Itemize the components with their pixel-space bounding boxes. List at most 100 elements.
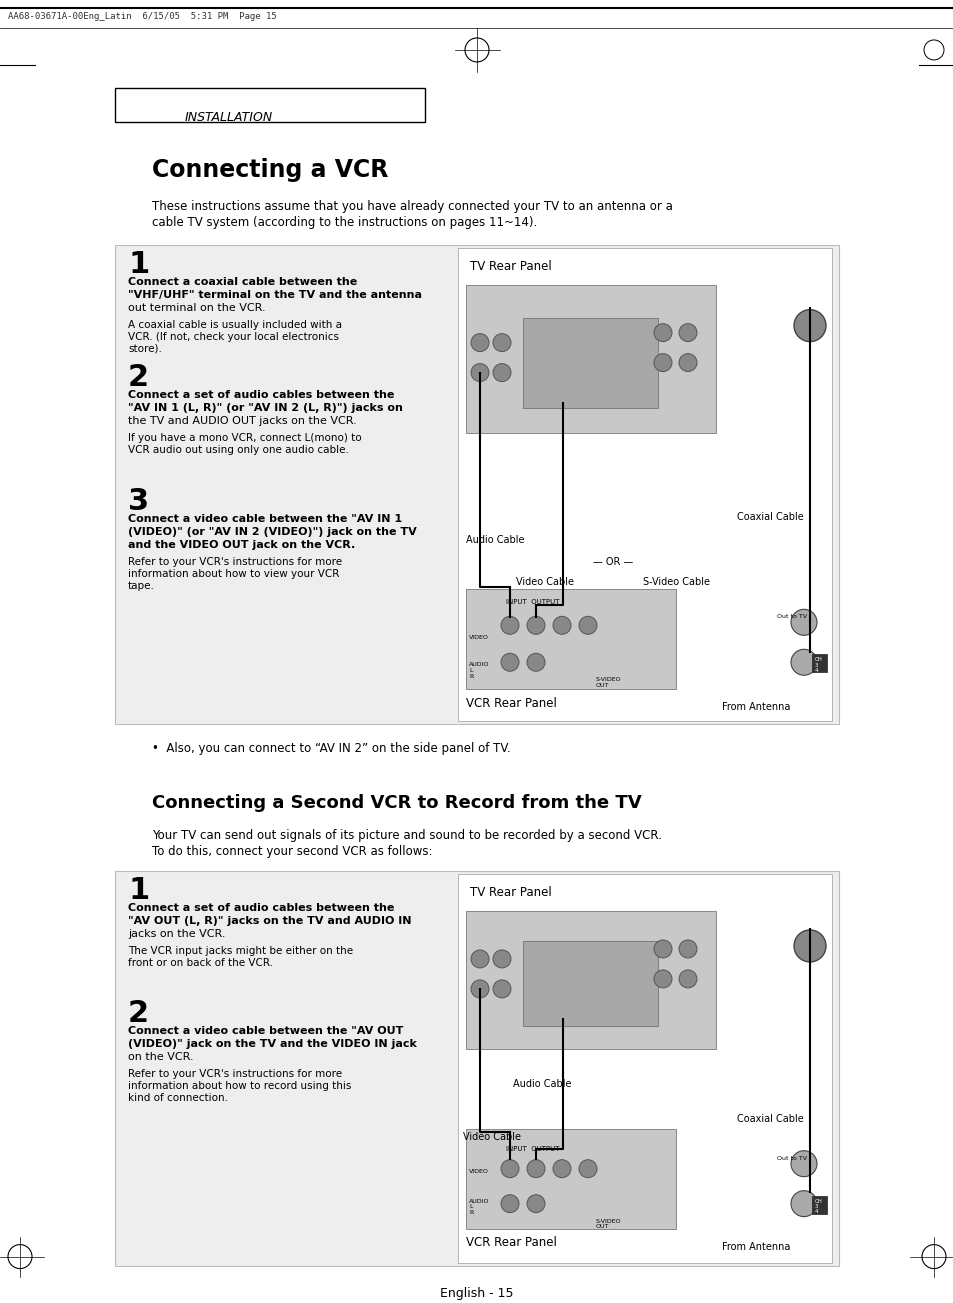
FancyBboxPatch shape	[457, 874, 831, 1263]
Text: These instructions assume that you have already connected your TV to an antenna : These instructions assume that you have …	[152, 199, 672, 212]
FancyBboxPatch shape	[465, 284, 716, 433]
Circle shape	[553, 1160, 571, 1178]
Circle shape	[654, 939, 671, 958]
Text: Refer to your VCR's instructions for more: Refer to your VCR's instructions for mor…	[128, 1068, 342, 1079]
Text: cable TV system (according to the instructions on pages 11~14).: cable TV system (according to the instru…	[152, 216, 537, 229]
FancyBboxPatch shape	[522, 318, 658, 408]
Circle shape	[790, 610, 816, 636]
Text: Out to TV: Out to TV	[776, 614, 806, 619]
Circle shape	[493, 364, 511, 382]
Text: From Antenna: From Antenna	[721, 1242, 789, 1252]
Text: S-Video Cable: S-Video Cable	[642, 577, 709, 588]
Text: 1: 1	[128, 250, 149, 279]
Text: Coaxial Cable: Coaxial Cable	[737, 1114, 803, 1123]
Circle shape	[526, 653, 544, 671]
Text: 1: 1	[128, 876, 149, 906]
Circle shape	[471, 334, 489, 352]
Circle shape	[790, 1191, 816, 1217]
Text: VIDEO: VIDEO	[469, 1169, 488, 1174]
Text: (VIDEO)" jack on the TV and the VIDEO IN jack: (VIDEO)" jack on the TV and the VIDEO IN…	[128, 1038, 416, 1049]
Circle shape	[679, 939, 697, 958]
Circle shape	[793, 930, 825, 962]
Text: Your TV can send out signals of its picture and sound to be recorded by a second: Your TV can send out signals of its pict…	[152, 829, 661, 842]
Text: the TV and AUDIO OUT jacks on the VCR.: the TV and AUDIO OUT jacks on the VCR.	[128, 416, 356, 426]
Text: 3: 3	[128, 487, 149, 516]
Circle shape	[526, 616, 544, 635]
Circle shape	[493, 980, 511, 998]
Text: AUDIO
L
R: AUDIO L R	[469, 1199, 489, 1216]
FancyBboxPatch shape	[115, 870, 838, 1265]
Circle shape	[553, 616, 571, 635]
Text: 2: 2	[128, 362, 149, 392]
Circle shape	[790, 649, 816, 675]
Text: The VCR input jacks might be either on the: The VCR input jacks might be either on t…	[128, 946, 353, 956]
Circle shape	[654, 353, 671, 371]
Text: Connecting a Second VCR to Record from the TV: Connecting a Second VCR to Record from t…	[152, 794, 641, 812]
Circle shape	[654, 323, 671, 341]
Text: Connect a set of audio cables between the: Connect a set of audio cables between th…	[128, 903, 394, 913]
Circle shape	[493, 950, 511, 968]
FancyBboxPatch shape	[465, 589, 676, 689]
Text: If you have a mono VCR, connect L(mono) to: If you have a mono VCR, connect L(mono) …	[128, 433, 361, 443]
FancyBboxPatch shape	[465, 911, 716, 1049]
Text: CH
3
4: CH 3 4	[814, 657, 822, 674]
FancyBboxPatch shape	[522, 941, 658, 1025]
Circle shape	[679, 969, 697, 988]
Text: "AV IN 1 (L, R)" (or "AV IN 2 (L, R)") jacks on: "AV IN 1 (L, R)" (or "AV IN 2 (L, R)") j…	[128, 403, 402, 413]
Text: Refer to your VCR's instructions for more: Refer to your VCR's instructions for mor…	[128, 558, 342, 567]
Text: VCR audio out using only one audio cable.: VCR audio out using only one audio cable…	[128, 444, 349, 455]
Text: tape.: tape.	[128, 581, 154, 592]
Text: VCR Rear Panel: VCR Rear Panel	[465, 1235, 557, 1248]
Text: AA68-03671A-00Eng_Latin  6/15/05  5:31 PM  Page 15: AA68-03671A-00Eng_Latin 6/15/05 5:31 PM …	[8, 12, 276, 21]
Text: AUDIO
L
R: AUDIO L R	[469, 662, 489, 679]
Text: 2: 2	[128, 999, 149, 1028]
Circle shape	[500, 1195, 518, 1213]
Text: INPUT  OUTPUT: INPUT OUTPUT	[505, 1145, 558, 1152]
Circle shape	[679, 323, 697, 341]
FancyBboxPatch shape	[115, 245, 838, 724]
Text: CH
3
4: CH 3 4	[814, 1199, 822, 1214]
Text: (VIDEO)" (or "AV IN 2 (VIDEO)") jack on the TV: (VIDEO)" (or "AV IN 2 (VIDEO)") jack on …	[128, 528, 416, 537]
Text: Connecting a VCR: Connecting a VCR	[152, 158, 388, 182]
Text: information about how to record using this: information about how to record using th…	[128, 1080, 351, 1091]
Text: TV Rear Panel: TV Rear Panel	[470, 259, 551, 272]
Text: jacks on the VCR.: jacks on the VCR.	[128, 929, 225, 939]
FancyBboxPatch shape	[811, 1196, 826, 1213]
Text: INPUT  OUTPUT: INPUT OUTPUT	[505, 599, 558, 606]
Circle shape	[500, 616, 518, 635]
Text: VCR. (If not, check your local electronics: VCR. (If not, check your local electroni…	[128, 332, 338, 341]
Circle shape	[578, 616, 597, 635]
Text: Connect a video cable between the "AV OUT: Connect a video cable between the "AV OU…	[128, 1025, 403, 1036]
FancyBboxPatch shape	[115, 87, 424, 122]
Circle shape	[471, 364, 489, 382]
Text: VCR Rear Panel: VCR Rear Panel	[465, 697, 557, 710]
Text: — OR —: — OR —	[593, 558, 633, 567]
Circle shape	[500, 1160, 518, 1178]
Circle shape	[526, 1160, 544, 1178]
Circle shape	[793, 310, 825, 341]
Text: Out to TV: Out to TV	[776, 1156, 806, 1161]
Text: English - 15: English - 15	[439, 1286, 514, 1299]
FancyBboxPatch shape	[457, 248, 831, 721]
Text: "VHF/UHF" terminal on the TV and the antenna: "VHF/UHF" terminal on the TV and the ant…	[128, 289, 421, 300]
Text: To do this, connect your second VCR as follows:: To do this, connect your second VCR as f…	[152, 846, 432, 859]
Text: Coaxial Cable: Coaxial Cable	[737, 512, 803, 523]
Text: From Antenna: From Antenna	[721, 702, 789, 713]
Text: INSTALLATION: INSTALLATION	[185, 111, 273, 124]
Text: and the VIDEO OUT jack on the VCR.: and the VIDEO OUT jack on the VCR.	[128, 541, 355, 550]
Text: information about how to view your VCR: information about how to view your VCR	[128, 569, 339, 580]
Text: Connect a set of audio cables between the: Connect a set of audio cables between th…	[128, 390, 394, 400]
Text: S-VIDEO
OUT: S-VIDEO OUT	[596, 1218, 621, 1230]
Text: VIDEO: VIDEO	[469, 636, 488, 640]
Circle shape	[790, 1151, 816, 1177]
Text: A coaxial cable is usually included with a: A coaxial cable is usually included with…	[128, 319, 341, 330]
Text: on the VCR.: on the VCR.	[128, 1052, 193, 1062]
FancyBboxPatch shape	[465, 1128, 676, 1229]
Text: Video Cable: Video Cable	[462, 1132, 520, 1141]
Text: TV Rear Panel: TV Rear Panel	[470, 886, 551, 899]
Text: "AV OUT (L, R)" jacks on the TV and AUDIO IN: "AV OUT (L, R)" jacks on the TV and AUDI…	[128, 916, 411, 926]
Text: front or on back of the VCR.: front or on back of the VCR.	[128, 958, 273, 968]
Text: out terminal on the VCR.: out terminal on the VCR.	[128, 302, 265, 313]
Text: Video Cable: Video Cable	[516, 577, 574, 588]
Circle shape	[526, 1195, 544, 1213]
